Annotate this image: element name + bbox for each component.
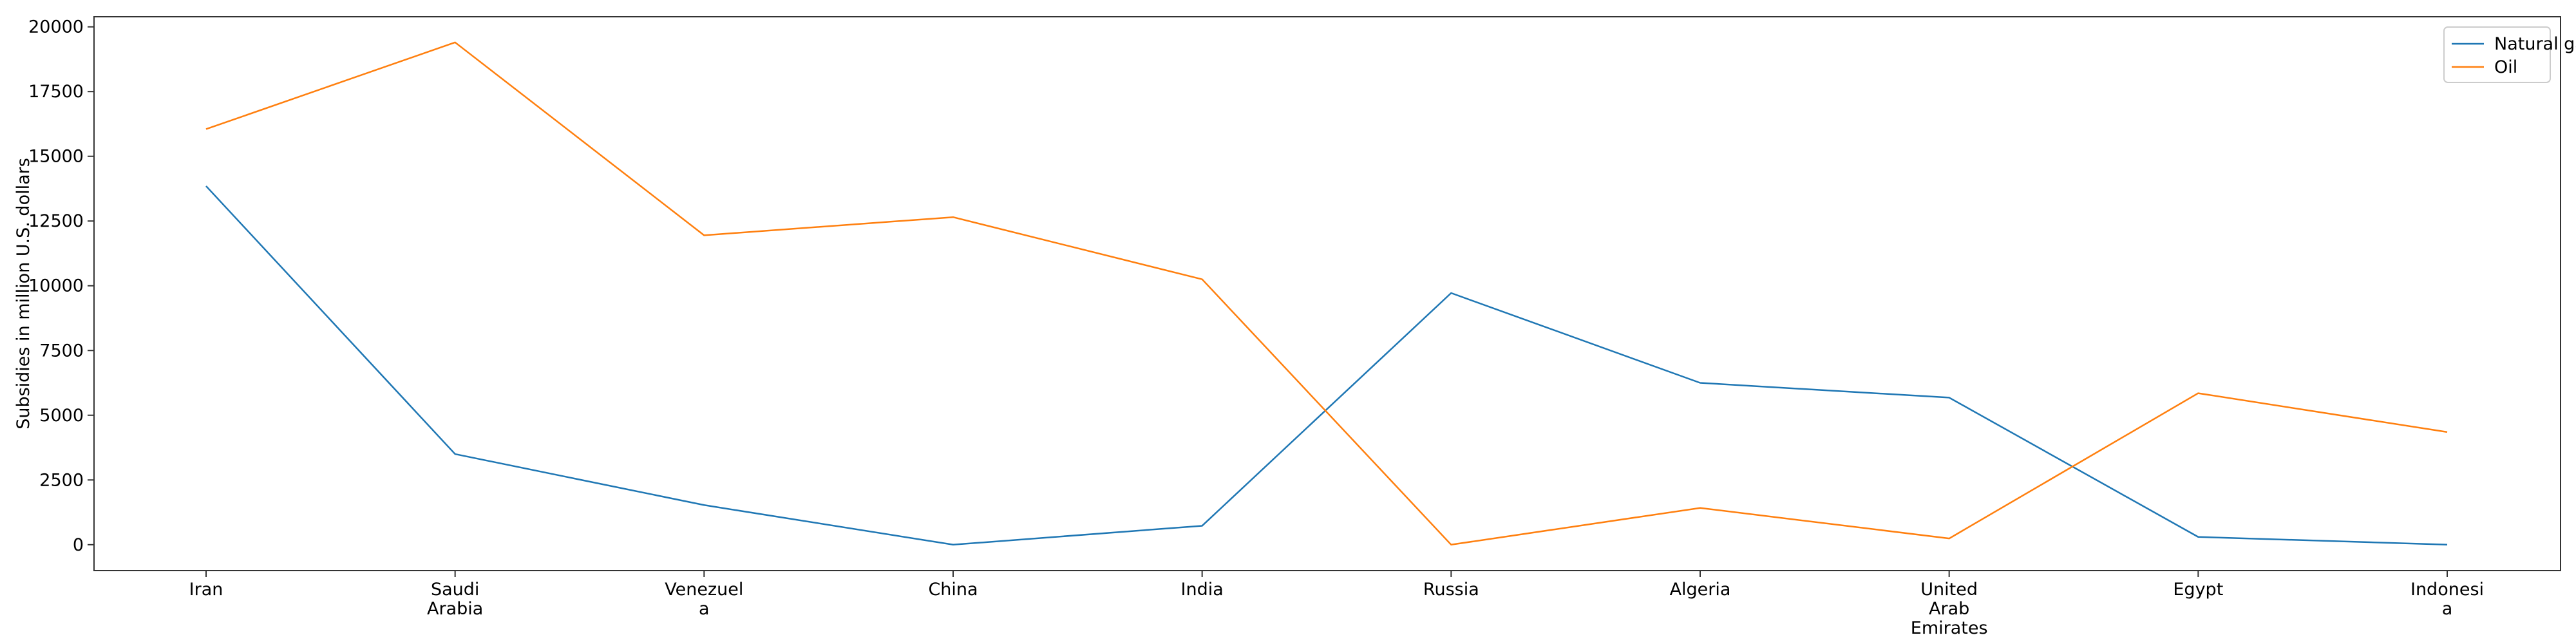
x-tick-label: Egypt — [2173, 580, 2223, 600]
plot-frame — [93, 16, 2561, 571]
y-axis-ticks: 0 2500 5000 7500 10000 12500 15000 17500 20000 — [28, 17, 94, 555]
x-tick-label-line: United — [1920, 580, 1978, 600]
x-tick-label-line: a — [2442, 599, 2453, 619]
x-tick-label-line: India — [1181, 580, 1224, 600]
legend-box — [2443, 26, 2551, 83]
y-tick-label: 5000 — [39, 406, 84, 426]
y-tick-label: 10000 — [28, 276, 84, 296]
x-tick-label-line: Arabia — [427, 599, 483, 619]
x-tick-label-line: Algeria — [1670, 580, 1731, 600]
x-tick-label-line: China — [928, 580, 978, 600]
x-tick-label: Russia — [1423, 580, 1479, 600]
y-tick-label: 12500 — [28, 211, 84, 231]
y-tick-label: 15000 — [28, 147, 84, 167]
series-layer — [205, 41, 2448, 546]
y-tick-label: 2500 — [39, 470, 84, 490]
x-tick-label-line: Venezuel — [665, 580, 743, 600]
y-tick-label: 7500 — [39, 341, 84, 361]
series-line-natural-gas — [205, 185, 2448, 546]
x-tick-label-line: Russia — [1423, 580, 1479, 600]
x-tick-label-line: Arab — [1929, 599, 1969, 619]
x-tick-label-line: Emirates — [1911, 618, 1988, 638]
series-line-oil — [205, 41, 2448, 546]
x-tick-label: Venezuel a — [665, 580, 743, 619]
y-tick-label: 20000 — [28, 17, 84, 37]
y-tick-label: 0 — [73, 535, 84, 555]
x-tick-label: Saudi Arabia — [427, 580, 483, 619]
x-tick-label: Algeria — [1670, 580, 1731, 600]
x-tick-label-line: Saudi — [431, 580, 479, 600]
x-tick-label: China — [928, 580, 978, 600]
x-tick-label: United Arab Emirates — [1911, 580, 1988, 638]
legend-label: Natural gas — [2494, 34, 2576, 54]
x-tick-label-line: Egypt — [2173, 580, 2223, 600]
x-tick-label-line: Iran — [189, 580, 223, 600]
y-axis-title: Subsidies in million U.S. dollars — [14, 158, 33, 430]
legend: Natural gas Oil — [2443, 26, 2576, 83]
x-tick-label-line: Indonesi — [2410, 580, 2484, 600]
legend-label: Oil — [2494, 57, 2517, 77]
y-tick-label: 17500 — [28, 82, 84, 102]
x-tick-label: Indonesi a — [2410, 580, 2484, 619]
x-tick-label-line: a — [699, 599, 710, 619]
x-tick-label: India — [1181, 580, 1224, 600]
x-tick-label: Iran — [189, 580, 223, 600]
